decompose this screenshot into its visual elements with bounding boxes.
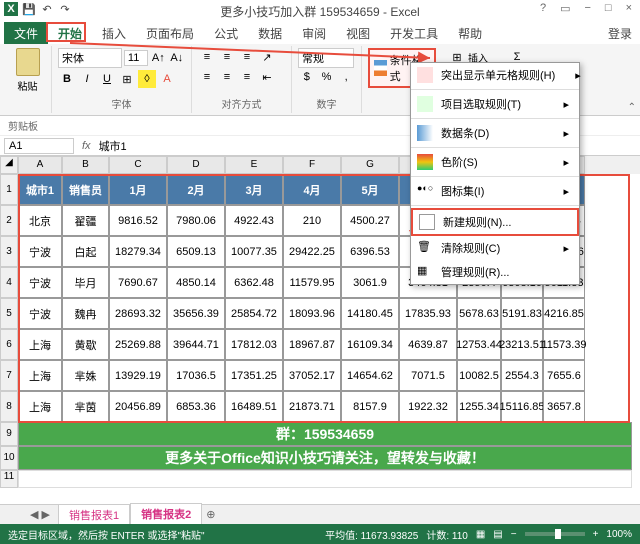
align-mid-icon[interactable]: ≡ (218, 48, 236, 66)
font-color-icon[interactable]: A (158, 70, 176, 88)
tab-formula[interactable]: 公式 (204, 22, 248, 45)
status-count: 计数: 110 (426, 527, 468, 542)
maximize-icon[interactable]: □ (601, 2, 616, 15)
dd-new-rule[interactable]: 新建规则(N)... (411, 208, 579, 236)
align-right-icon[interactable]: ≡ (238, 68, 256, 86)
num-format[interactable]: 常规 (298, 48, 354, 68)
fx-icon[interactable]: fx (82, 140, 91, 152)
zoom-out-icon[interactable]: − (511, 529, 517, 540)
zoom-in-icon[interactable]: + (593, 529, 599, 540)
indent-icon[interactable]: ⇤ (258, 68, 276, 86)
ribbon-tabs: 文件 开始 插入 页面布局 公式 数据 审阅 视图 开发工具 帮助 登录 (0, 22, 640, 44)
currency-icon[interactable]: $ (298, 68, 316, 86)
sheet-nav[interactable]: ◀ ▶ (30, 508, 50, 521)
help-icon[interactable]: ? (536, 2, 550, 15)
underline-button[interactable]: U (98, 70, 116, 88)
select-all[interactable]: ◢ (0, 156, 18, 174)
dec-font-icon[interactable]: A↓ (169, 49, 185, 67)
tab-layout[interactable]: 页面布局 (136, 22, 204, 45)
number-group: 常规 $ % , 数字 (292, 46, 362, 113)
border-icon[interactable]: ⊞ (118, 70, 136, 88)
tab-dev[interactable]: 开发工具 (380, 22, 448, 45)
dd-manage[interactable]: ▦管理规则(R)... (411, 260, 579, 284)
sheet-tab-1[interactable]: 销售报表1 (58, 504, 130, 526)
clipboard-icon (16, 48, 40, 76)
save-icon[interactable]: 💾 (22, 2, 36, 16)
add-sheet-icon[interactable]: ⊕ (206, 508, 215, 521)
status-text: 选定目标区域，然后按 ENTER 或选择"粘贴" (8, 527, 205, 542)
ribbon-opts-icon[interactable]: ▭ (556, 2, 574, 15)
zoom-slider[interactable] (525, 532, 585, 536)
window-controls: ? ▭ − □ × (536, 2, 636, 15)
inc-font-icon[interactable]: A↑ (150, 49, 166, 67)
dd-data-bars[interactable]: 数据条(D)▸ (411, 121, 579, 145)
cond-format-dropdown: 突出显示单元格规则(H)▸ 项目选取规则(T)▸ 数据条(D)▸ 色阶(S)▸ … (410, 62, 580, 285)
font-group: 宋体 11 A↑ A↓ B I U ⊞ ◊ A 字体 (52, 46, 192, 113)
tab-home[interactable]: 开始 (48, 22, 92, 45)
view-normal-icon[interactable]: ▦ (476, 529, 485, 540)
close-icon[interactable]: × (622, 2, 636, 15)
status-bar: 选定目标区域，然后按 ENTER 或选择"粘贴" 平均值: 11673.9382… (0, 524, 640, 544)
dd-clear[interactable]: 🗑清除规则(C)▸ (411, 236, 579, 260)
tab-data[interactable]: 数据 (248, 22, 292, 45)
dd-icon-sets[interactable]: ●◐○图标集(I)▸ (411, 179, 579, 203)
status-avg: 平均值: 11673.93825 (325, 527, 418, 542)
tab-view[interactable]: 视图 (336, 22, 380, 45)
align-group: ≡ ≡ ≡ ↗ ≡ ≡ ≡ ⇤ 对齐方式 (192, 46, 292, 113)
font-selector[interactable]: 宋体 (58, 48, 122, 68)
bold-button[interactable]: B (58, 70, 76, 88)
tab-insert[interactable]: 插入 (92, 22, 136, 45)
title-bar: X 💾 ↶ ↷ 更多小技巧加入群 159534659 - Excel ? ▭ −… (0, 0, 640, 22)
name-box[interactable] (4, 138, 74, 154)
zoom-pct[interactable]: 100% (606, 529, 632, 540)
minimize-icon[interactable]: − (580, 2, 594, 15)
comma-icon[interactable]: , (337, 68, 355, 86)
italic-button[interactable]: I (78, 70, 96, 88)
collapse-ribbon-icon[interactable]: ⌃ (628, 102, 636, 113)
sheet-tab-2[interactable]: 销售报表2 (130, 503, 202, 526)
fill-color-icon[interactable]: ◊ (138, 70, 156, 88)
dd-highlight-rules[interactable]: 突出显示单元格规则(H)▸ (411, 63, 579, 87)
redo-icon[interactable]: ↷ (58, 2, 72, 16)
cond-format-icon (374, 60, 387, 76)
window-title: 更多小技巧加入群 159534659 - Excel (220, 3, 419, 20)
align-top-icon[interactable]: ≡ (198, 48, 216, 66)
tab-review[interactable]: 审阅 (292, 22, 336, 45)
view-layout-icon[interactable]: ▤ (493, 529, 502, 540)
dd-top-bottom[interactable]: 项目选取规则(T)▸ (411, 92, 579, 116)
undo-icon[interactable]: ↶ (40, 2, 54, 16)
excel-icon: X (4, 2, 18, 16)
sheet-tabs: ◀ ▶ 销售报表1 销售报表2 ⊕ (0, 504, 640, 524)
quick-access-toolbar: X 💾 ↶ ↷ (4, 2, 72, 16)
align-center-icon[interactable]: ≡ (218, 68, 236, 86)
orient-icon[interactable]: ↗ (258, 48, 276, 66)
clipboard-group: 粘贴 (4, 46, 52, 113)
login-link[interactable]: 登录 (608, 25, 632, 42)
dd-color-scales[interactable]: 色阶(S)▸ (411, 150, 579, 174)
font-size[interactable]: 11 (124, 50, 148, 66)
paste-button[interactable]: 粘贴 (10, 48, 45, 93)
align-bot-icon[interactable]: ≡ (238, 48, 256, 66)
tab-help[interactable]: 帮助 (448, 22, 492, 45)
align-left-icon[interactable]: ≡ (198, 68, 216, 86)
percent-icon[interactable]: % (318, 68, 336, 86)
tab-file[interactable]: 文件 (4, 22, 48, 45)
